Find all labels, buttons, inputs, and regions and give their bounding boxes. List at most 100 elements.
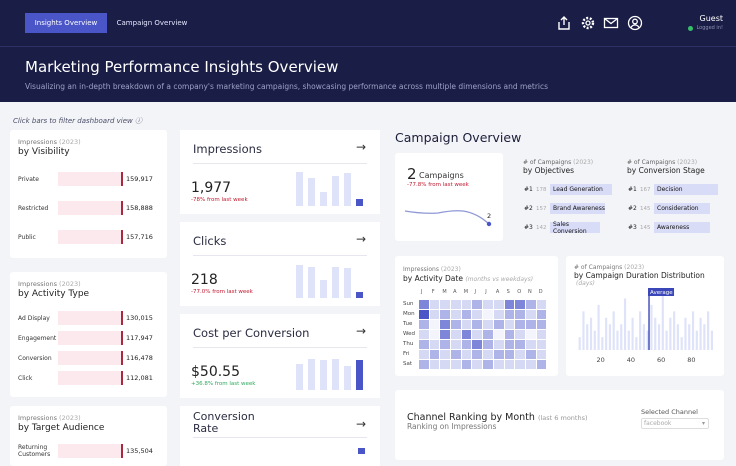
heatmap-cell[interactable]: [504, 309, 515, 319]
histogram-bar[interactable]: [665, 330, 668, 350]
heatmap-cell[interactable]: [472, 299, 483, 309]
heatmap-cell[interactable]: [525, 319, 536, 329]
bar-row[interactable]: Restricted 158,888: [18, 201, 159, 215]
histogram-bar[interactable]: [688, 324, 691, 350]
arrow-right-icon[interactable]: →: [355, 417, 366, 431]
histogram-bar[interactable]: [582, 311, 585, 350]
heatmap-cell[interactable]: [536, 349, 547, 359]
ranking-bar[interactable]: Sales Conversion: [550, 221, 600, 235]
ranking-bar[interactable]: Consideration: [654, 203, 710, 214]
heatmap-cell[interactable]: [515, 339, 525, 349]
heatmap-cell[interactable]: [472, 309, 483, 319]
heatmap-cell[interactable]: [536, 309, 547, 319]
heatmap-cell[interactable]: [419, 339, 429, 349]
histogram-bar[interactable]: [695, 330, 698, 350]
histogram-bar[interactable]: [654, 317, 657, 350]
tab-insights-overview[interactable]: Insights Overview: [25, 13, 107, 33]
heatmap-cell[interactable]: [440, 339, 451, 349]
bar-row[interactable]: Click 112,081: [18, 371, 159, 385]
histogram-bar[interactable]: [684, 317, 687, 350]
histogram-bar[interactable]: [703, 324, 706, 350]
heatmap-cell[interactable]: [515, 349, 525, 359]
heatmap-cell[interactable]: [525, 299, 536, 309]
histogram-bar[interactable]: [608, 324, 611, 350]
arrow-right-icon[interactable]: →: [355, 140, 366, 154]
ranking-row[interactable]: #2 145 Consideration: [628, 203, 710, 214]
channel-select[interactable]: facebook ▾: [641, 418, 709, 429]
heatmap-cell[interactable]: [451, 299, 461, 309]
histogram-bar[interactable]: [578, 337, 581, 350]
ranking-row[interactable]: #3 145 Awareness: [628, 222, 710, 233]
heatmap-cell[interactable]: [451, 359, 461, 369]
ranking-bar[interactable]: Awareness: [654, 222, 710, 233]
ranking-bar[interactable]: Decision: [654, 184, 718, 195]
heatmap-cell[interactable]: [515, 299, 525, 309]
ranking-bar[interactable]: Brand Awareness: [550, 203, 605, 214]
heatmap-cell[interactable]: [461, 329, 472, 339]
heatmap-cell[interactable]: [504, 359, 515, 369]
heatmap-cell[interactable]: [483, 309, 493, 319]
histogram-bar[interactable]: [631, 317, 634, 350]
ranking-row[interactable]: #1 167 Decision: [628, 184, 718, 195]
ranking-row[interactable]: #2 157 Brand Awareness: [524, 203, 605, 214]
histogram-bar[interactable]: [691, 311, 695, 350]
heatmap-cell[interactable]: [525, 359, 536, 369]
ranking-row[interactable]: #1 178 Lead Generation: [524, 184, 612, 195]
heatmap-cell[interactable]: [472, 319, 483, 329]
histogram-bar[interactable]: [597, 304, 600, 350]
heatmap-cell[interactable]: [440, 299, 451, 309]
heatmap-cell[interactable]: [504, 329, 515, 339]
heatmap-cell[interactable]: [525, 309, 536, 319]
heatmap-cell[interactable]: [440, 309, 451, 319]
heatmap-cell[interactable]: [536, 299, 547, 309]
bar-track[interactable]: [58, 311, 123, 325]
heatmap-cell[interactable]: [451, 349, 461, 359]
heatmap-cell[interactable]: [536, 359, 547, 369]
heatmap-cell[interactable]: [525, 329, 536, 339]
histogram-bar[interactable]: [680, 337, 683, 350]
tab-campaign-overview[interactable]: Campaign Overview: [116, 19, 188, 27]
histogram-bar[interactable]: [616, 330, 619, 350]
heatmap-cell[interactable]: [483, 349, 493, 359]
heatmap-cell[interactable]: [419, 299, 429, 309]
histogram-bar[interactable]: [586, 324, 589, 350]
heatmap-cell[interactable]: [451, 339, 461, 349]
histogram-bar[interactable]: [601, 337, 604, 350]
heatmap-cell[interactable]: [504, 349, 515, 359]
heatmap-cell[interactable]: [472, 329, 483, 339]
heatmap-cell[interactable]: [461, 299, 472, 309]
heatmap-cell[interactable]: [493, 329, 504, 339]
heatmap-cell[interactable]: [419, 309, 429, 319]
kpi-clicks[interactable]: Clicks → 218 -77.0% from last week: [180, 222, 380, 306]
heatmap-cell[interactable]: [440, 359, 451, 369]
heatmap-cell[interactable]: [515, 309, 525, 319]
arrow-right-icon[interactable]: →: [355, 324, 366, 338]
heatmap-cell[interactable]: [504, 299, 515, 309]
histogram-bar[interactable]: [589, 317, 593, 350]
heatmap-cell[interactable]: [483, 329, 493, 339]
heatmap-cell[interactable]: [493, 339, 504, 349]
heatmap-cell[interactable]: [419, 329, 429, 339]
heatmap-cell[interactable]: [419, 319, 429, 329]
histogram-bar[interactable]: [620, 324, 623, 350]
heatmap-cell[interactable]: [515, 329, 525, 339]
heatmap-cell[interactable]: [493, 309, 504, 319]
histogram-bar[interactable]: [676, 324, 679, 350]
heatmap-cell[interactable]: [429, 339, 440, 349]
bar-track[interactable]: [58, 172, 123, 186]
bar-track[interactable]: [58, 331, 123, 345]
user-icon[interactable]: [627, 15, 643, 31]
heatmap-cell[interactable]: [429, 319, 440, 329]
share-icon[interactable]: [556, 15, 572, 31]
heatmap-cell[interactable]: [440, 319, 451, 329]
bar-row[interactable]: Engagement 117,947: [18, 331, 159, 345]
heatmap-cell[interactable]: [483, 299, 493, 309]
histogram-bar[interactable]: [605, 317, 608, 350]
heatmap-cell[interactable]: [493, 359, 504, 369]
heatmap-cell[interactable]: [504, 319, 515, 329]
histogram-bar[interactable]: [669, 317, 672, 350]
bar-row[interactable]: Conversion 116,478: [18, 351, 159, 365]
heatmap-cell[interactable]: [451, 319, 461, 329]
heatmap-cell[interactable]: [493, 319, 504, 329]
ranking-row[interactable]: #3 142 Sales Conversion: [524, 221, 600, 235]
